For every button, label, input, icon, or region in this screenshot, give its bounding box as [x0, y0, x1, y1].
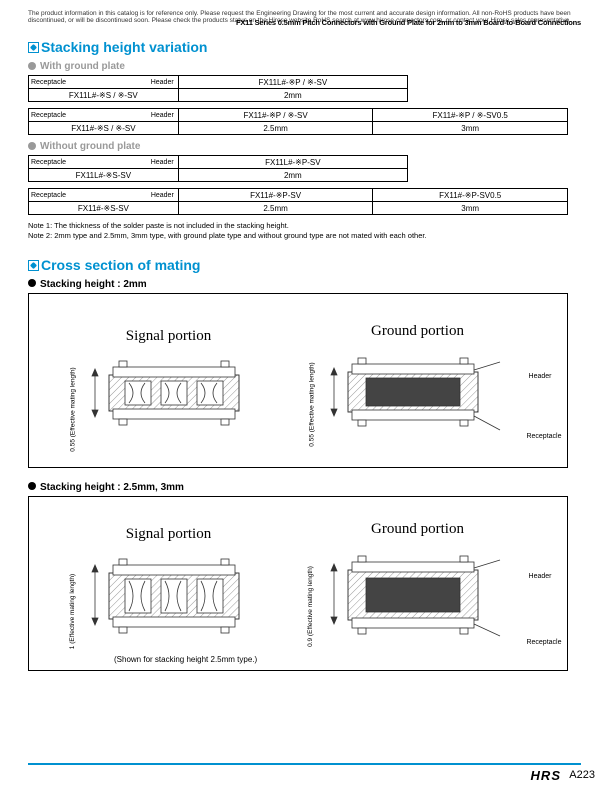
callout-header: Header — [529, 573, 552, 580]
table-label-receptacle: Receptacle — [29, 76, 71, 89]
table-label-receptacle: Receptacle — [29, 156, 71, 169]
subheading-2mm: Stacking height : 2mm — [28, 279, 581, 290]
ground-portion-2mm: Ground portion 0.55 (Effective mating le… — [328, 323, 508, 438]
section-stacking-height: Stacking height variation — [28, 39, 581, 55]
dim-label: 1 (Effective mating length) — [69, 574, 76, 649]
table-cell: FX11L#-※S / ※-SV — [29, 89, 179, 102]
table-with-ground-2: Receptacle Header FX11#-※P / ※-SV FX11#-… — [28, 108, 568, 135]
footer-rule — [28, 763, 581, 765]
table-cell: FX11#-※S / ※-SV — [29, 122, 179, 135]
table-label-header: Header — [70, 156, 178, 169]
table-label-receptacle: Receptacle — [29, 189, 71, 202]
diagram-box-2p5mm: Signal portion 1 (Effective mating lengt… — [28, 496, 568, 671]
table-without-ground-1: Receptacle Header FX11L#-※P-SV FX11L#-※S… — [28, 155, 408, 182]
table-cell: FX11#-※P-SV — [178, 189, 373, 202]
table-label-receptacle: Receptacle — [29, 109, 71, 122]
portion-title-signal: Signal portion — [126, 526, 211, 543]
signal-portion-2mm: Signal portion 0.55 (Effective mating le… — [89, 328, 249, 433]
hrs-logo: HRS — [531, 768, 561, 783]
dot-icon — [28, 142, 36, 150]
section-cross-section: Cross section of mating — [28, 257, 581, 273]
table-label-header: Header — [70, 189, 178, 202]
dim-label: 0.55 (Effective mating length) — [308, 362, 315, 446]
table-cell: FX11L#-※P-SV — [178, 156, 407, 169]
notes-block: Note 1: The thickness of the solder past… — [28, 221, 581, 241]
portion-title-ground: Ground portion — [371, 323, 464, 340]
table-cell: FX11L#-※S-SV — [29, 169, 179, 182]
signal-portion-2p5mm: Signal portion 1 (Effective mating lengt… — [89, 526, 249, 641]
diagram-box-2mm: Signal portion 0.55 (Effective mating le… — [28, 293, 568, 468]
dot-icon — [28, 482, 36, 490]
subheading-without-ground: Without ground plate — [28, 141, 581, 152]
table-cell: 2.5mm — [178, 202, 373, 215]
page-number: A223 — [569, 769, 595, 781]
table-label-header: Header — [70, 109, 178, 122]
table-cell: 2mm — [178, 89, 407, 102]
shown-note: (Shown for stacking height 2.5mm type.) — [114, 655, 257, 664]
table-cell: FX11#-※P-SV0.5 — [373, 189, 568, 202]
callout-receptacle: Receptacle — [526, 639, 561, 646]
ground-connector-svg-2 — [328, 546, 508, 646]
subheading-with-ground: With ground plate — [28, 61, 581, 72]
section-bullet-icon — [28, 260, 39, 271]
ground-connector-svg — [328, 348, 508, 438]
dot-icon — [28, 62, 36, 70]
table-with-ground-1: Receptacle Header FX11L#-※P / ※-SV FX11L… — [28, 75, 408, 102]
table-cell: 2mm — [178, 169, 407, 182]
note-1: Note 1: The thickness of the solder past… — [28, 221, 581, 231]
table-cell: FX11#-※S-SV — [29, 202, 179, 215]
table-label-header: Header — [70, 76, 178, 89]
portion-title-ground: Ground portion — [371, 521, 464, 538]
portion-title-signal: Signal portion — [126, 328, 211, 345]
section-bullet-icon — [28, 42, 39, 53]
table-cell: 3mm — [373, 122, 568, 135]
note-2: Note 2: 2mm type and 2.5mm, 3mm type, wi… — [28, 231, 581, 241]
table-cell: FX11#-※P / ※-SV — [178, 109, 373, 122]
table-cell: 2.5mm — [178, 122, 373, 135]
dim-label: 0.9 (Effective mating length) — [306, 566, 313, 647]
table-without-ground-2: Receptacle Header FX11#-※P-SV FX11#-※P-S… — [28, 188, 568, 215]
table-cell: 3mm — [373, 202, 568, 215]
callout-header: Header — [529, 373, 552, 380]
callout-receptacle: Receptacle — [526, 433, 561, 440]
ground-portion-2p5mm: Ground portion 0.9 (Effective mating len… — [328, 521, 508, 646]
subheading-2p5mm: Stacking height : 2.5mm, 3mm — [28, 482, 581, 493]
signal-connector-svg-2 — [89, 551, 249, 641]
dim-label: 0.55 (Effective mating length) — [69, 367, 76, 451]
signal-connector-svg — [89, 353, 249, 433]
table-cell: FX11#-※P / ※-SV0.5 — [373, 109, 568, 122]
dot-icon — [28, 279, 36, 287]
table-cell: FX11L#-※P / ※-SV — [178, 76, 407, 89]
